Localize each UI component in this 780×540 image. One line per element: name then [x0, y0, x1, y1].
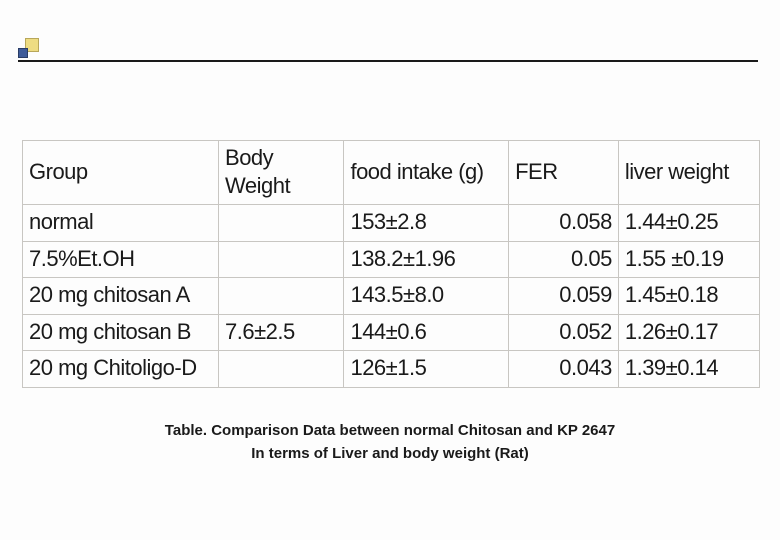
- table-row: 20 mg chitosan A 143.5±8.0 0.059 1.45±0.…: [23, 278, 760, 315]
- table-row: 20 mg chitosan B 7.6±2.5 144±0.6 0.052 1…: [23, 314, 760, 351]
- table-header-row: Group Body Weight food intake (g) FER li…: [23, 141, 760, 205]
- cell-fer: 0.043: [509, 351, 619, 388]
- cell-group: 7.5%Et.OH: [23, 241, 219, 278]
- cell-food-intake: 126±1.5: [344, 351, 509, 388]
- table-row: 7.5%Et.OH 138.2±1.96 0.05 1.55 ±0.19: [23, 241, 760, 278]
- cell-fer: 0.052: [509, 314, 619, 351]
- cell-body-weight: [219, 205, 344, 242]
- cell-liver-weight: 1.44±0.25: [618, 205, 759, 242]
- col-header-fer: FER: [509, 141, 619, 205]
- cell-body-weight: [219, 241, 344, 278]
- cell-group: normal: [23, 205, 219, 242]
- table-row: normal 153±2.8 0.058 1.44±0.25: [23, 205, 760, 242]
- comparison-table: Group Body Weight food intake (g) FER li…: [22, 140, 760, 388]
- table-caption: Table. Comparison Data between normal Ch…: [0, 420, 780, 465]
- cell-group: 20 mg Chitoligo-D: [23, 351, 219, 388]
- cell-liver-weight: 1.55 ±0.19: [618, 241, 759, 278]
- header-rule-line: [18, 60, 758, 62]
- cell-body-weight: [219, 351, 344, 388]
- cell-food-intake: 153±2.8: [344, 205, 509, 242]
- cell-liver-weight: 1.45±0.18: [618, 278, 759, 315]
- cell-body-weight: [219, 278, 344, 315]
- cell-group: 20 mg chitosan A: [23, 278, 219, 315]
- cell-food-intake: 143.5±8.0: [344, 278, 509, 315]
- table-row: 20 mg Chitoligo-D 126±1.5 0.043 1.39±0.1…: [23, 351, 760, 388]
- cell-fer: 0.058: [509, 205, 619, 242]
- cell-body-weight: 7.6±2.5: [219, 314, 344, 351]
- col-header-group: Group: [23, 141, 219, 205]
- cell-liver-weight: 1.39±0.14: [618, 351, 759, 388]
- caption-line-1: Table. Comparison Data between normal Ch…: [165, 422, 615, 439]
- cell-fer: 0.059: [509, 278, 619, 315]
- col-header-food-intake: food intake (g): [344, 141, 509, 205]
- col-header-liver-weight: liver weight: [618, 141, 759, 205]
- cell-fer: 0.05: [509, 241, 619, 278]
- cell-group: 20 mg chitosan B: [23, 314, 219, 351]
- cell-food-intake: 138.2±1.96: [344, 241, 509, 278]
- bullet-squares-icon: [18, 38, 42, 62]
- cell-food-intake: 144±0.6: [344, 314, 509, 351]
- caption-line-2: In terms of Liver and body weight (Rat): [251, 445, 529, 462]
- cell-liver-weight: 1.26±0.17: [618, 314, 759, 351]
- col-header-body-weight: Body Weight: [219, 141, 344, 205]
- square-accent-small: [18, 48, 28, 58]
- data-table-container: Group Body Weight food intake (g) FER li…: [22, 140, 760, 388]
